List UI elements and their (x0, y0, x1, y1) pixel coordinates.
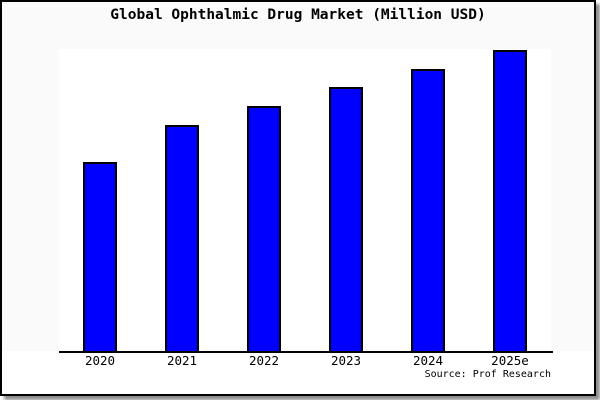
source-credit: Source: Prof Research (424, 369, 551, 380)
bar (83, 162, 117, 351)
x-axis-line (59, 351, 553, 353)
bar-slot (469, 49, 551, 351)
x-axis-label: 2020 (84, 353, 116, 368)
bar-slot (141, 49, 223, 351)
x-axis-labels: 2020 2021 2022 2023 2024 2025e (59, 354, 551, 368)
x-axis-label: 2022 (248, 353, 280, 368)
x-axis-label: 2021 (166, 353, 198, 368)
bar (411, 69, 445, 351)
bar (493, 50, 527, 351)
bar-slot (387, 49, 469, 351)
bar-slot (305, 49, 387, 351)
bar-slot (223, 49, 305, 351)
axis-label-strip (2, 351, 594, 394)
bar-slot (59, 49, 141, 351)
plot-area (59, 49, 551, 351)
x-axis-label: 2023 (330, 353, 362, 368)
bar (329, 87, 363, 351)
bar (247, 106, 281, 351)
x-axis-label: 2024 (412, 353, 444, 368)
x-axis-label: 2025e (491, 353, 529, 368)
bar-series (59, 49, 551, 351)
bar (165, 125, 199, 351)
chart-title: Global Ophthalmic Drug Market (Million U… (110, 7, 486, 23)
